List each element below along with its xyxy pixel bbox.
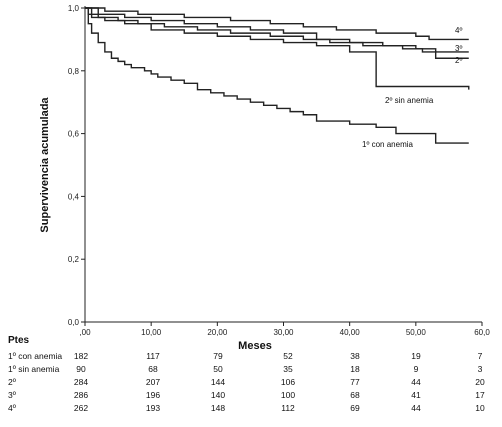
series-label: 2º [455,56,462,65]
x-tick-label: 30,00 [273,328,294,337]
series-label: 1º con anemia [362,140,414,149]
x-tick-label: 20,00 [207,328,228,337]
survival-curve-1 [85,7,469,144]
y-axis-label: Supervivencia acumulada [39,97,51,233]
y-tick-label: 1,0 [68,4,80,13]
y-tick-label: 0,2 [68,255,80,264]
plot-area: 0,0 0,2 0,4 0,6 0,8 1,0 ,00 10,00 20,00 30,00 40,0… [68,4,490,337]
x-tick-label: 60,0 [474,328,490,337]
x-tick-label: 50,00 [406,328,427,337]
x-tick-label: 10,00 [141,328,162,337]
y-tick-label: 0,4 [68,192,80,201]
survival-curve-5 [85,7,469,41]
y-tick-label: 0,8 [68,67,80,76]
series-label: 2º sin anemia [385,96,434,105]
x-axis-label: Meses [238,340,272,352]
series-label: 3º [455,44,462,53]
y-tick-label: 0,0 [68,318,80,327]
survival-curve-2 [85,7,470,90]
y-tick-label: 0,6 [68,130,80,139]
x-tick-label: ,00 [79,328,91,337]
survival-curve-3 [85,7,469,59]
x-tick-label: 40,00 [340,328,361,337]
survival-curve-4 [85,7,469,53]
series-label: 4º [455,26,462,35]
